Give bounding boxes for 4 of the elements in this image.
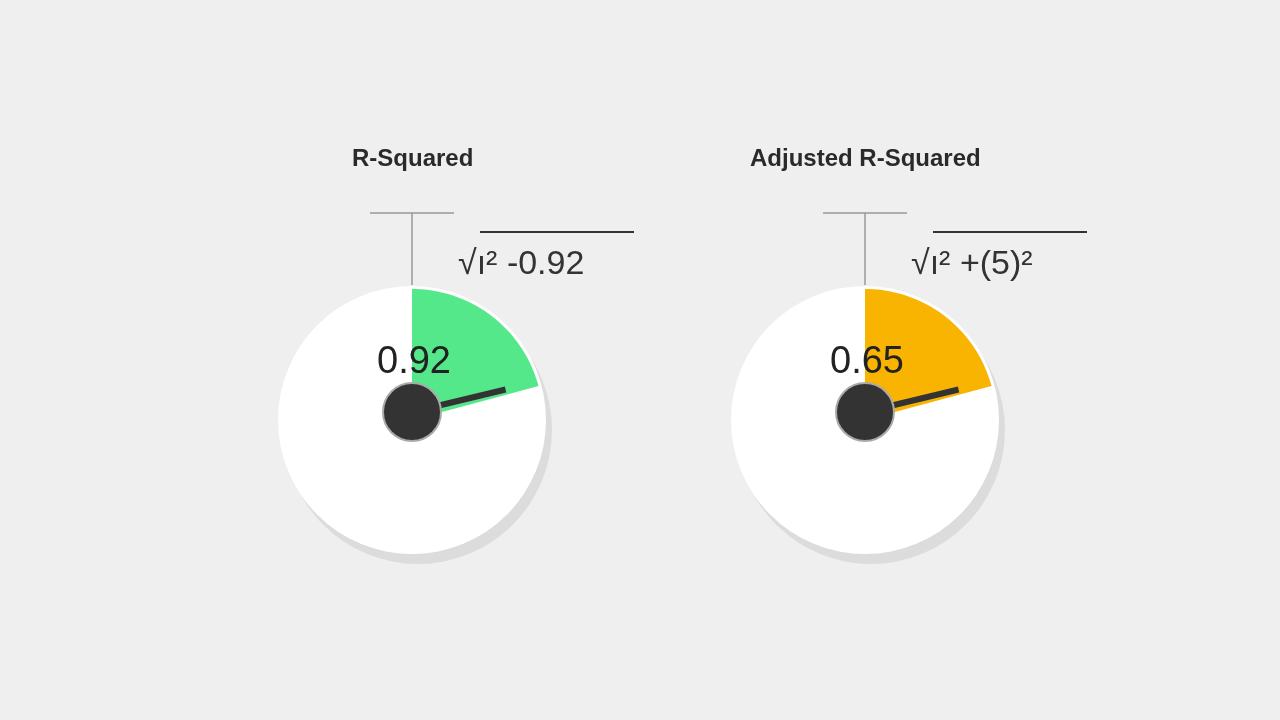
text: √ı² +(5)² — [911, 243, 1033, 281]
text: Adjusted R-Squared — [750, 144, 981, 171]
text: √ı² -0.92 — [458, 243, 585, 281]
text: R-Squared — [352, 144, 474, 171]
